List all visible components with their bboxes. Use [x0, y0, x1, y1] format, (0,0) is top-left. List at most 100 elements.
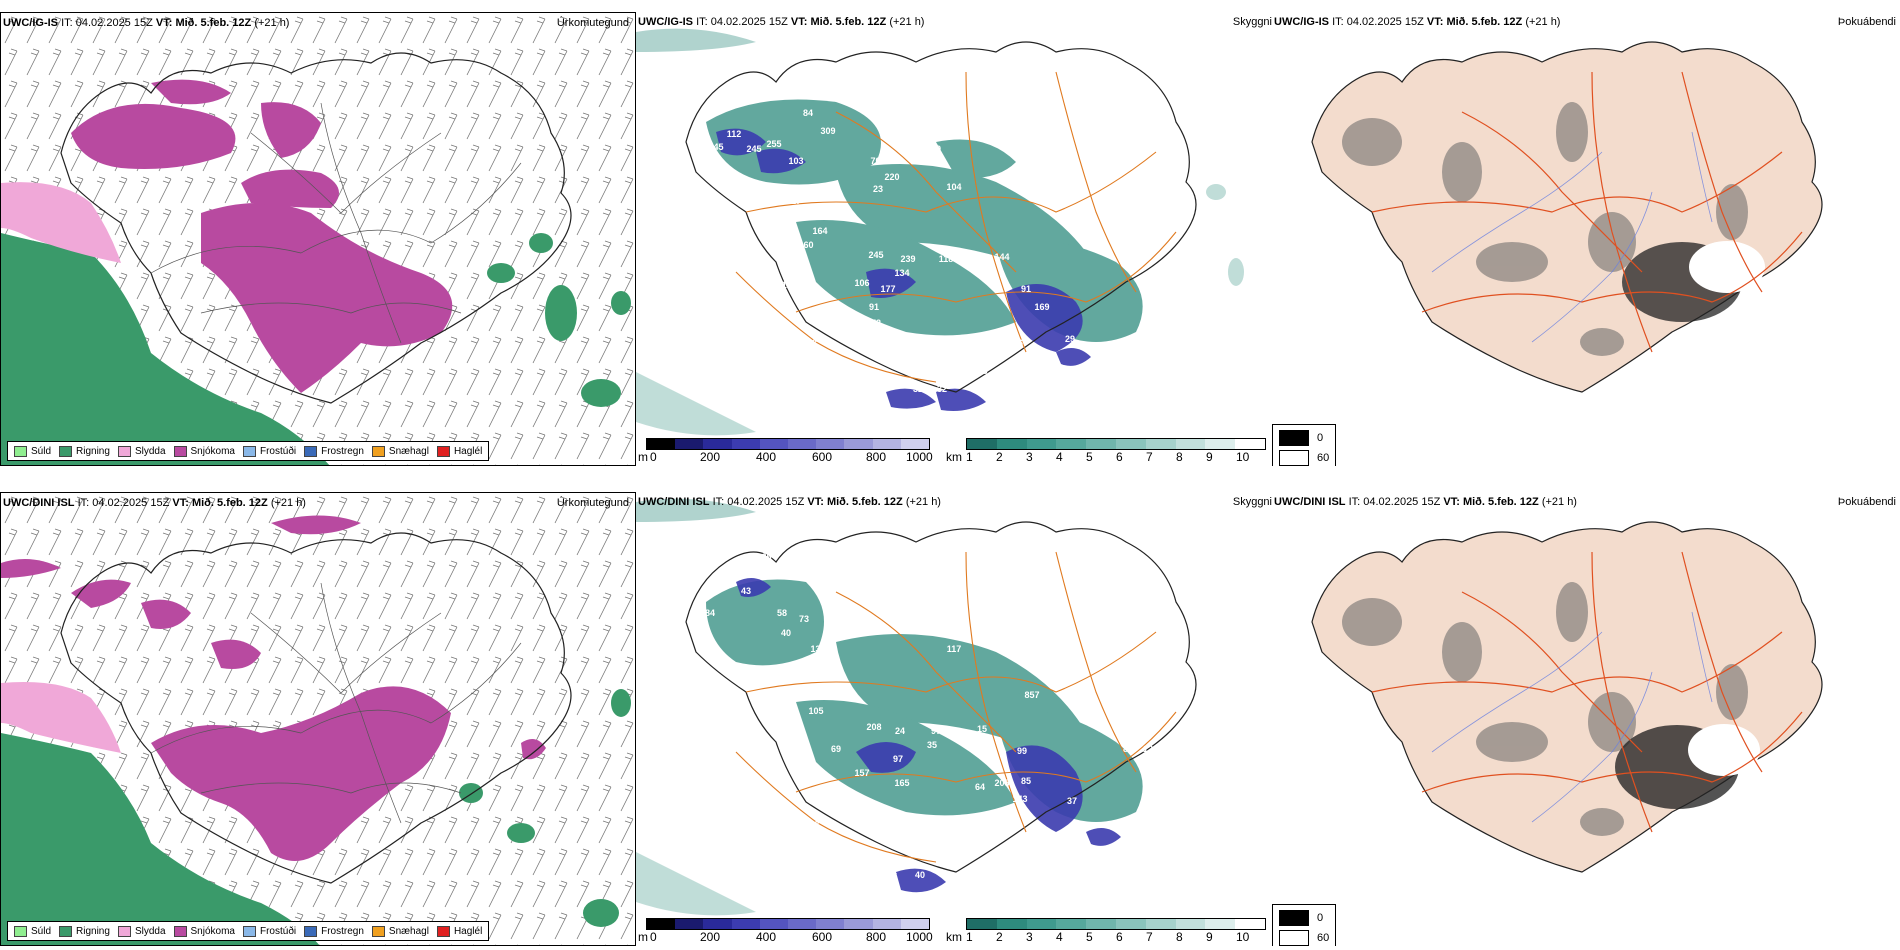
legend-swatch — [436, 445, 450, 457]
legend-swatch — [173, 925, 187, 937]
cloud-label: 84 — [761, 226, 771, 236]
cloud-label: 106 — [854, 278, 869, 288]
visibility-tick: 9 — [1206, 450, 1213, 464]
cloud-label: 857 — [1024, 690, 1039, 700]
cloud-label: 158 — [874, 344, 889, 354]
legend-swatch — [242, 445, 256, 457]
sleet-area — [1, 182, 121, 263]
cloud-label: 784 — [974, 824, 989, 834]
cloud-label: 37 — [787, 229, 797, 239]
legend-swatch — [59, 925, 73, 937]
fog-tick: 60 — [1317, 452, 1330, 464]
cloudbase-tick: 200 — [700, 930, 721, 944]
cloud-label: 104 — [946, 182, 961, 192]
cloud-label: 705 — [870, 156, 885, 166]
fog-tick: 0 — [1317, 432, 1324, 444]
cloudbase-tick: 1000 — [906, 450, 933, 464]
visibility-tick: 8 — [1176, 930, 1183, 944]
cloud-label: 157 — [854, 768, 869, 778]
cloud-label: 239 — [900, 254, 915, 264]
visibility-tick: 8 — [1176, 450, 1183, 464]
legend-item: Frostregn — [304, 925, 364, 937]
low-cloudbase-areas — [736, 578, 1121, 893]
legend-swatch — [304, 445, 318, 457]
cloud-label: 45 — [937, 114, 947, 124]
visibility-tick: 10 — [1236, 450, 1250, 464]
legend-swatch — [14, 925, 27, 937]
cloud-label: 85 — [1021, 776, 1031, 786]
cloudbase-tick: 1000 — [906, 930, 933, 944]
cloud-panel-top: UWC/IG-IS IT: 04.02.2025 15Z VT: Mið. 5.… — [636, 12, 1272, 466]
panel-title: UWC/DINI ISL IT: 04.02.2025 15Z VT: Mið.… — [1274, 496, 1577, 508]
low-visibility-areas — [636, 28, 1244, 436]
rain-patches — [487, 233, 631, 407]
cloud-map: 135 13 43 84 58 73 40 136 266 117 10 128… — [636, 498, 1197, 916]
cloud-label: 40 — [915, 870, 925, 880]
panel-title: UWC/IG-IS IT: 04.02.2025 15Z VT: Mið. 5.… — [638, 16, 925, 28]
iceland-outline — [60, 52, 572, 404]
cloud-label: 62 — [911, 366, 921, 376]
legend-swatch — [117, 925, 131, 937]
cloud-label: 43 — [741, 586, 751, 596]
cloud-label: 15 — [977, 724, 987, 734]
fog-tick: 60 — [1317, 932, 1330, 944]
legend-item: Snæhagl — [371, 445, 429, 457]
visibility-tick: 10 — [1236, 930, 1250, 944]
cloud-label: 135 — [756, 552, 771, 562]
roads — [1371, 551, 1803, 833]
cloudbase-unit: m — [638, 450, 648, 464]
legend-item: Súld — [14, 925, 51, 937]
clear-area — [1689, 241, 1765, 293]
rivers — [1431, 611, 1713, 823]
cloud-panel-bottom: UWC/DINI ISL IT: 04.02.2025 15Z VT: Mið.… — [636, 492, 1272, 946]
cloudbase-tick: 600 — [812, 930, 833, 944]
cloudbase-scale: m 0 200 400 600 800 1000 — [636, 918, 936, 944]
cloudbase-tick: 800 — [866, 930, 887, 944]
fog-swatch — [1279, 930, 1309, 946]
iceland-outline — [685, 41, 1197, 393]
cloud-label: 10 — [761, 694, 771, 704]
fog-map — [1311, 521, 1823, 873]
fog-shading — [1342, 582, 1748, 836]
legend-item: Snæhagl — [371, 925, 429, 937]
roads — [735, 551, 1177, 863]
cloud-label: 245 — [708, 142, 723, 152]
cloud-label: 11 — [777, 280, 787, 290]
cloudbase-tick: 400 — [756, 450, 777, 464]
field-name: Þokuábendi — [1837, 496, 1896, 508]
cloud-label: 13 — [781, 556, 791, 566]
cloud-label: 245 — [746, 144, 761, 154]
cloud-label: 35 — [927, 740, 937, 750]
field-name: Úrkomutegund — [556, 497, 629, 509]
cloud-label: 735 — [954, 828, 969, 838]
cloud-label: 169 — [1034, 302, 1049, 312]
cloudbase-scale: m 0 200 400 600 800 1000 — [636, 438, 936, 464]
cloud-label: 41 — [953, 364, 963, 374]
cloud-label: 153 — [900, 350, 915, 360]
cloud-label: 177 — [880, 284, 895, 294]
cloud-label: 69 — [931, 144, 941, 154]
field-name: Skyggni — [1232, 16, 1272, 28]
visibility-tick: 1 — [966, 450, 973, 464]
fog-swatch — [1279, 910, 1309, 926]
iceland-outline — [60, 532, 572, 884]
panel-title: UWC/DINI ISL IT: 04.02.2025 15Z VT: Mið.… — [638, 496, 941, 508]
visibility-tick: 2 — [996, 450, 1003, 464]
cloudbase-tick: 0 — [650, 450, 657, 464]
visibility-colorbar — [966, 918, 1266, 930]
cloud-label: 12 — [1143, 744, 1153, 754]
visibility-tick: 7 — [1146, 930, 1153, 944]
legend-item: Snjókoma — [173, 445, 235, 457]
legend-item: Rigning — [59, 445, 110, 457]
cloud-label: 165 — [894, 778, 909, 788]
legend-item: Súld — [14, 445, 51, 457]
visibility-tick: 9 — [1206, 930, 1213, 944]
cloud-label: 88 — [901, 840, 911, 850]
cloudbase-colorbar — [646, 438, 930, 450]
field-name: Skyggni — [1232, 496, 1272, 508]
cloud-label: 123 — [910, 826, 925, 836]
fog-panel-top: UWC/IG-IS IT: 04.02.2025 15Z VT: Mið. 5.… — [1272, 12, 1900, 466]
cloud-label: 40 — [781, 628, 791, 638]
visibility-tick: 4 — [1056, 930, 1063, 944]
cloud-label: 144 — [994, 252, 1009, 262]
